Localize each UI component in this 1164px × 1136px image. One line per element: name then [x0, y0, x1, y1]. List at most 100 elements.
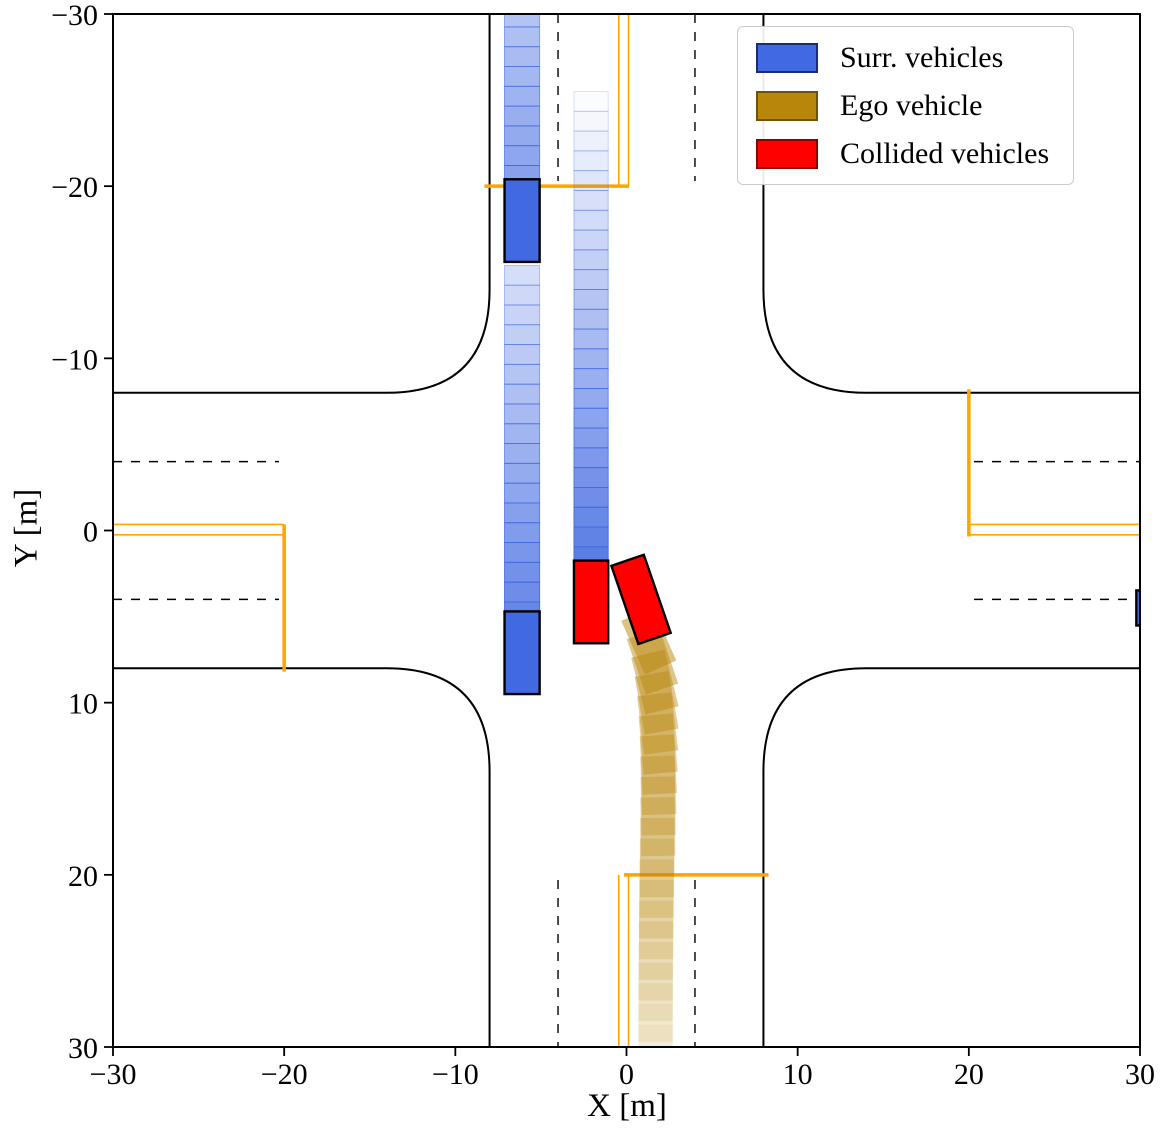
- ego-trail: [638, 962, 673, 1022]
- surr-center-trail: [573, 269, 609, 290]
- ego-trail: [638, 983, 673, 1042]
- surr-left-lower-trail: [504, 363, 541, 385]
- surr-left-lower-trail: [504, 462, 541, 484]
- x-tick-label: 10: [783, 1058, 813, 1091]
- surr-left-lower-trail: [504, 344, 541, 365]
- ego-trail: [637, 692, 679, 755]
- surr-left-lower-trail: [504, 284, 541, 306]
- surr-left-lower-trail: [504, 482, 541, 504]
- surr-center-trail: [573, 526, 609, 548]
- legend: Surr. vehicles Ego vehicle Collided vehi…: [737, 26, 1075, 185]
- surr-left-lower-trail: [504, 561, 541, 583]
- surr-center-trail: [573, 229, 609, 251]
- surr-center-trail: [573, 308, 609, 330]
- ego-trail: [640, 776, 676, 836]
- legend-label-collided-vehicles: Collided vehicles: [840, 137, 1050, 170]
- surr-left-upper-trail: [504, 26, 541, 48]
- ego-trail: [638, 1024, 673, 1047]
- surr-center-trail: [573, 170, 609, 191]
- x-tick-label: 0: [619, 1058, 634, 1091]
- surr-center-trail: [573, 328, 609, 350]
- surr-left-lower-trail: [504, 304, 541, 326]
- road-edge: [113, 667, 491, 1047]
- surr-left-upper-trail: [504, 125, 541, 147]
- surr-left-upper-trail: [504, 105, 541, 127]
- ego-trail: [634, 670, 679, 735]
- y-tick-label: 20: [68, 860, 98, 893]
- y-tick-label: 30: [68, 1032, 98, 1065]
- ego-trail: [639, 734, 677, 795]
- y-tick-label: −30: [51, 0, 98, 32]
- x-tick-label: −30: [90, 1058, 137, 1091]
- ego-trail: [638, 941, 673, 1001]
- surr-center-trail: [573, 289, 609, 310]
- road-edge: [762, 667, 1140, 1047]
- surr-left-lower-trail: [504, 383, 541, 405]
- ego-trail: [639, 838, 675, 898]
- surr-center-trail: [573, 249, 609, 271]
- surr-vehicle-south: [503, 610, 541, 696]
- surr-center-trail: [573, 447, 609, 469]
- y-tick-label: 0: [83, 516, 98, 549]
- surr-center-trail: [573, 427, 609, 449]
- surr-center-trail: [573, 150, 609, 172]
- surr-left-lower-trail: [504, 264, 541, 286]
- surr-left-upper-trail: [504, 145, 541, 166]
- legend-label-ego-vehicle: Ego vehicle: [840, 89, 983, 122]
- surr-left-lower-trail: [504, 542, 541, 563]
- surr-left-upper-trail: [504, 66, 541, 87]
- y-axis-label: Y [m]: [8, 488, 45, 568]
- surr-vehicle-north: [503, 178, 541, 264]
- x-tick-label: −10: [432, 1058, 479, 1091]
- ego-trail: [638, 713, 678, 775]
- surr-left-upper-trail: [504, 14, 541, 28]
- surr-center-trail: [573, 467, 609, 488]
- legend-item-collided-vehicles: Collided vehicles: [756, 137, 1049, 170]
- road-edge: [762, 14, 1140, 394]
- legend-item-ego-vehicle: Ego vehicle: [756, 89, 1049, 122]
- collided-vehicle-1: [572, 559, 610, 645]
- legend-label-surr-vehicles: Surr. vehicles: [840, 41, 1004, 74]
- legend-patch-surr-vehicles-icon: [756, 42, 818, 73]
- ego-trail: [638, 1003, 673, 1047]
- ego-trail: [638, 921, 674, 980]
- y-tick-label: −20: [51, 171, 98, 204]
- surr-center-trail: [573, 110, 609, 132]
- x-tick-label: 30: [1125, 1058, 1155, 1091]
- x-tick-label: −20: [261, 1058, 308, 1091]
- surr-center-trail: [573, 348, 609, 370]
- surr-vehicle-east-edge: [1135, 589, 1140, 627]
- surr-center-trail: [573, 368, 609, 389]
- legend-item-surr-vehicles: Surr. vehicles: [756, 41, 1049, 74]
- surr-center-trail: [573, 487, 609, 508]
- surr-left-lower-trail: [504, 443, 541, 464]
- surr-left-lower-trail: [504, 502, 541, 524]
- surr-left-lower-trail: [504, 403, 541, 425]
- surr-left-lower-trail: [504, 581, 541, 603]
- surr-left-lower-trail: [504, 324, 541, 346]
- ego-trail: [638, 900, 674, 960]
- plot-content: [113, 14, 1140, 1047]
- collided-vehicle-2: [609, 553, 673, 646]
- y-tick-label: 10: [68, 688, 98, 721]
- ego-trail: [639, 879, 674, 939]
- ego-trail: [640, 818, 675, 877]
- x-axis-label: X [m]: [587, 1088, 667, 1124]
- legend-patch-collided-vehicles-icon: [756, 138, 818, 169]
- legend-patch-ego-vehicle-icon: [756, 90, 818, 121]
- ego-trail: [640, 797, 676, 857]
- surr-center-trail: [573, 91, 609, 112]
- surr-center-trail: [573, 130, 609, 152]
- road-edge: [113, 14, 491, 394]
- ego-trail: [640, 755, 677, 816]
- surr-center-trail: [573, 190, 609, 211]
- surr-left-lower-trail: [504, 522, 541, 544]
- y-tick-label: −10: [51, 343, 98, 376]
- surr-left-upper-trail: [504, 85, 541, 107]
- x-tick-label: 20: [954, 1058, 984, 1091]
- surr-center-trail: [573, 506, 609, 528]
- surr-center-trail: [573, 209, 609, 231]
- surr-center-trail: [573, 407, 609, 429]
- surr-left-upper-trail: [504, 46, 541, 67]
